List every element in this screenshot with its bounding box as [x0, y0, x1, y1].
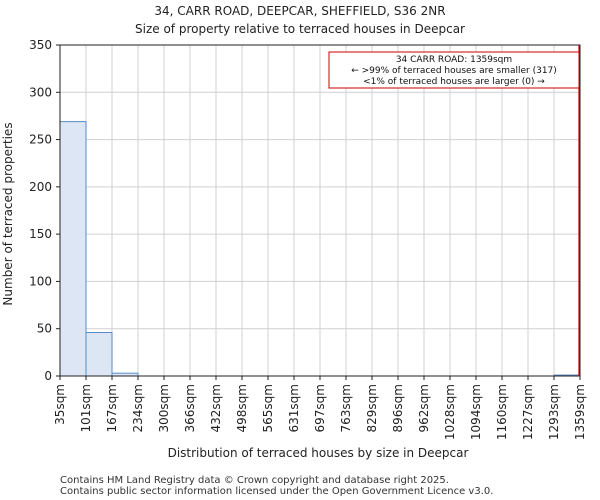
- x-tick-label: 1359sqm: [573, 384, 587, 440]
- y-tick-label: 200: [29, 180, 52, 194]
- x-axis-label: Distribution of terraced houses by size …: [168, 446, 469, 460]
- y-tick-label: 100: [29, 274, 52, 288]
- annotation-line-3: <1% of terraced houses are larger (0) →: [363, 77, 545, 87]
- y-tick-labels: 0 50 100 150 200 250 300 350: [29, 38, 60, 383]
- x-tick-label: 1293sqm: [547, 384, 561, 440]
- x-tick-label: 1028sqm: [443, 384, 457, 440]
- x-tick-label: 300sqm: [157, 384, 171, 432]
- x-tick-labels: 35sqm 101sqm 167sqm 234sqm 300sqm 366sqm 432sq…: [53, 376, 587, 440]
- gridlines: [59, 44, 581, 377]
- chart-subtitle: Size of property relative to terraced ho…: [135, 22, 465, 36]
- y-tick-label: 0: [44, 369, 52, 383]
- x-tick-label: 962sqm: [417, 384, 431, 432]
- x-tick-label: 1227sqm: [521, 384, 535, 440]
- x-tick-label: 234sqm: [131, 384, 145, 432]
- x-tick-label: 896sqm: [391, 384, 405, 432]
- annotation-box: [328, 51, 580, 89]
- y-tick-label: 250: [29, 133, 52, 147]
- y-tick-label: 350: [29, 38, 52, 52]
- x-tick-label: 432sqm: [209, 384, 223, 432]
- y-axis-label: Number of terraced properties: [1, 122, 15, 305]
- x-tick-label: 498sqm: [235, 384, 249, 432]
- bar: [59, 121, 87, 377]
- x-tick-label: 565sqm: [261, 384, 275, 432]
- x-tick-label: 1160sqm: [495, 384, 509, 440]
- x-tick-label: 631sqm: [287, 384, 301, 432]
- x-tick-label: 697sqm: [313, 384, 327, 432]
- footer-copyright: Contains HM Land Registry data © Crown c…: [60, 475, 449, 486]
- footer-licence: Contains public sector information licen…: [60, 486, 493, 497]
- property-annotation: 34 CARR ROAD: 1359sqm ← >99% of terraced…: [328, 51, 580, 89]
- x-tick-label: 167sqm: [105, 384, 119, 432]
- x-tick-label: 829sqm: [365, 384, 379, 432]
- x-tick-label: 366sqm: [183, 384, 197, 432]
- x-tick-label: 763sqm: [339, 384, 353, 432]
- annotation-line-2: ← >99% of terraced houses are smaller (3…: [351, 66, 557, 76]
- x-tick-label: 35sqm: [53, 384, 67, 425]
- bar: [85, 331, 113, 377]
- plot-frame: [59, 44, 581, 377]
- y-tick-label: 150: [29, 227, 52, 241]
- annotation-line-1: 34 CARR ROAD: 1359sqm: [396, 55, 512, 65]
- x-tick-label: 101sqm: [79, 384, 93, 432]
- x-tick-label: 1094sqm: [469, 384, 483, 440]
- y-tick-label: 50: [37, 322, 52, 336]
- bars: [59, 121, 581, 377]
- y-tick-label: 300: [29, 85, 52, 99]
- chart-title: 34, CARR ROAD, DEEPCAR, SHEFFIELD, S36 2…: [154, 4, 445, 18]
